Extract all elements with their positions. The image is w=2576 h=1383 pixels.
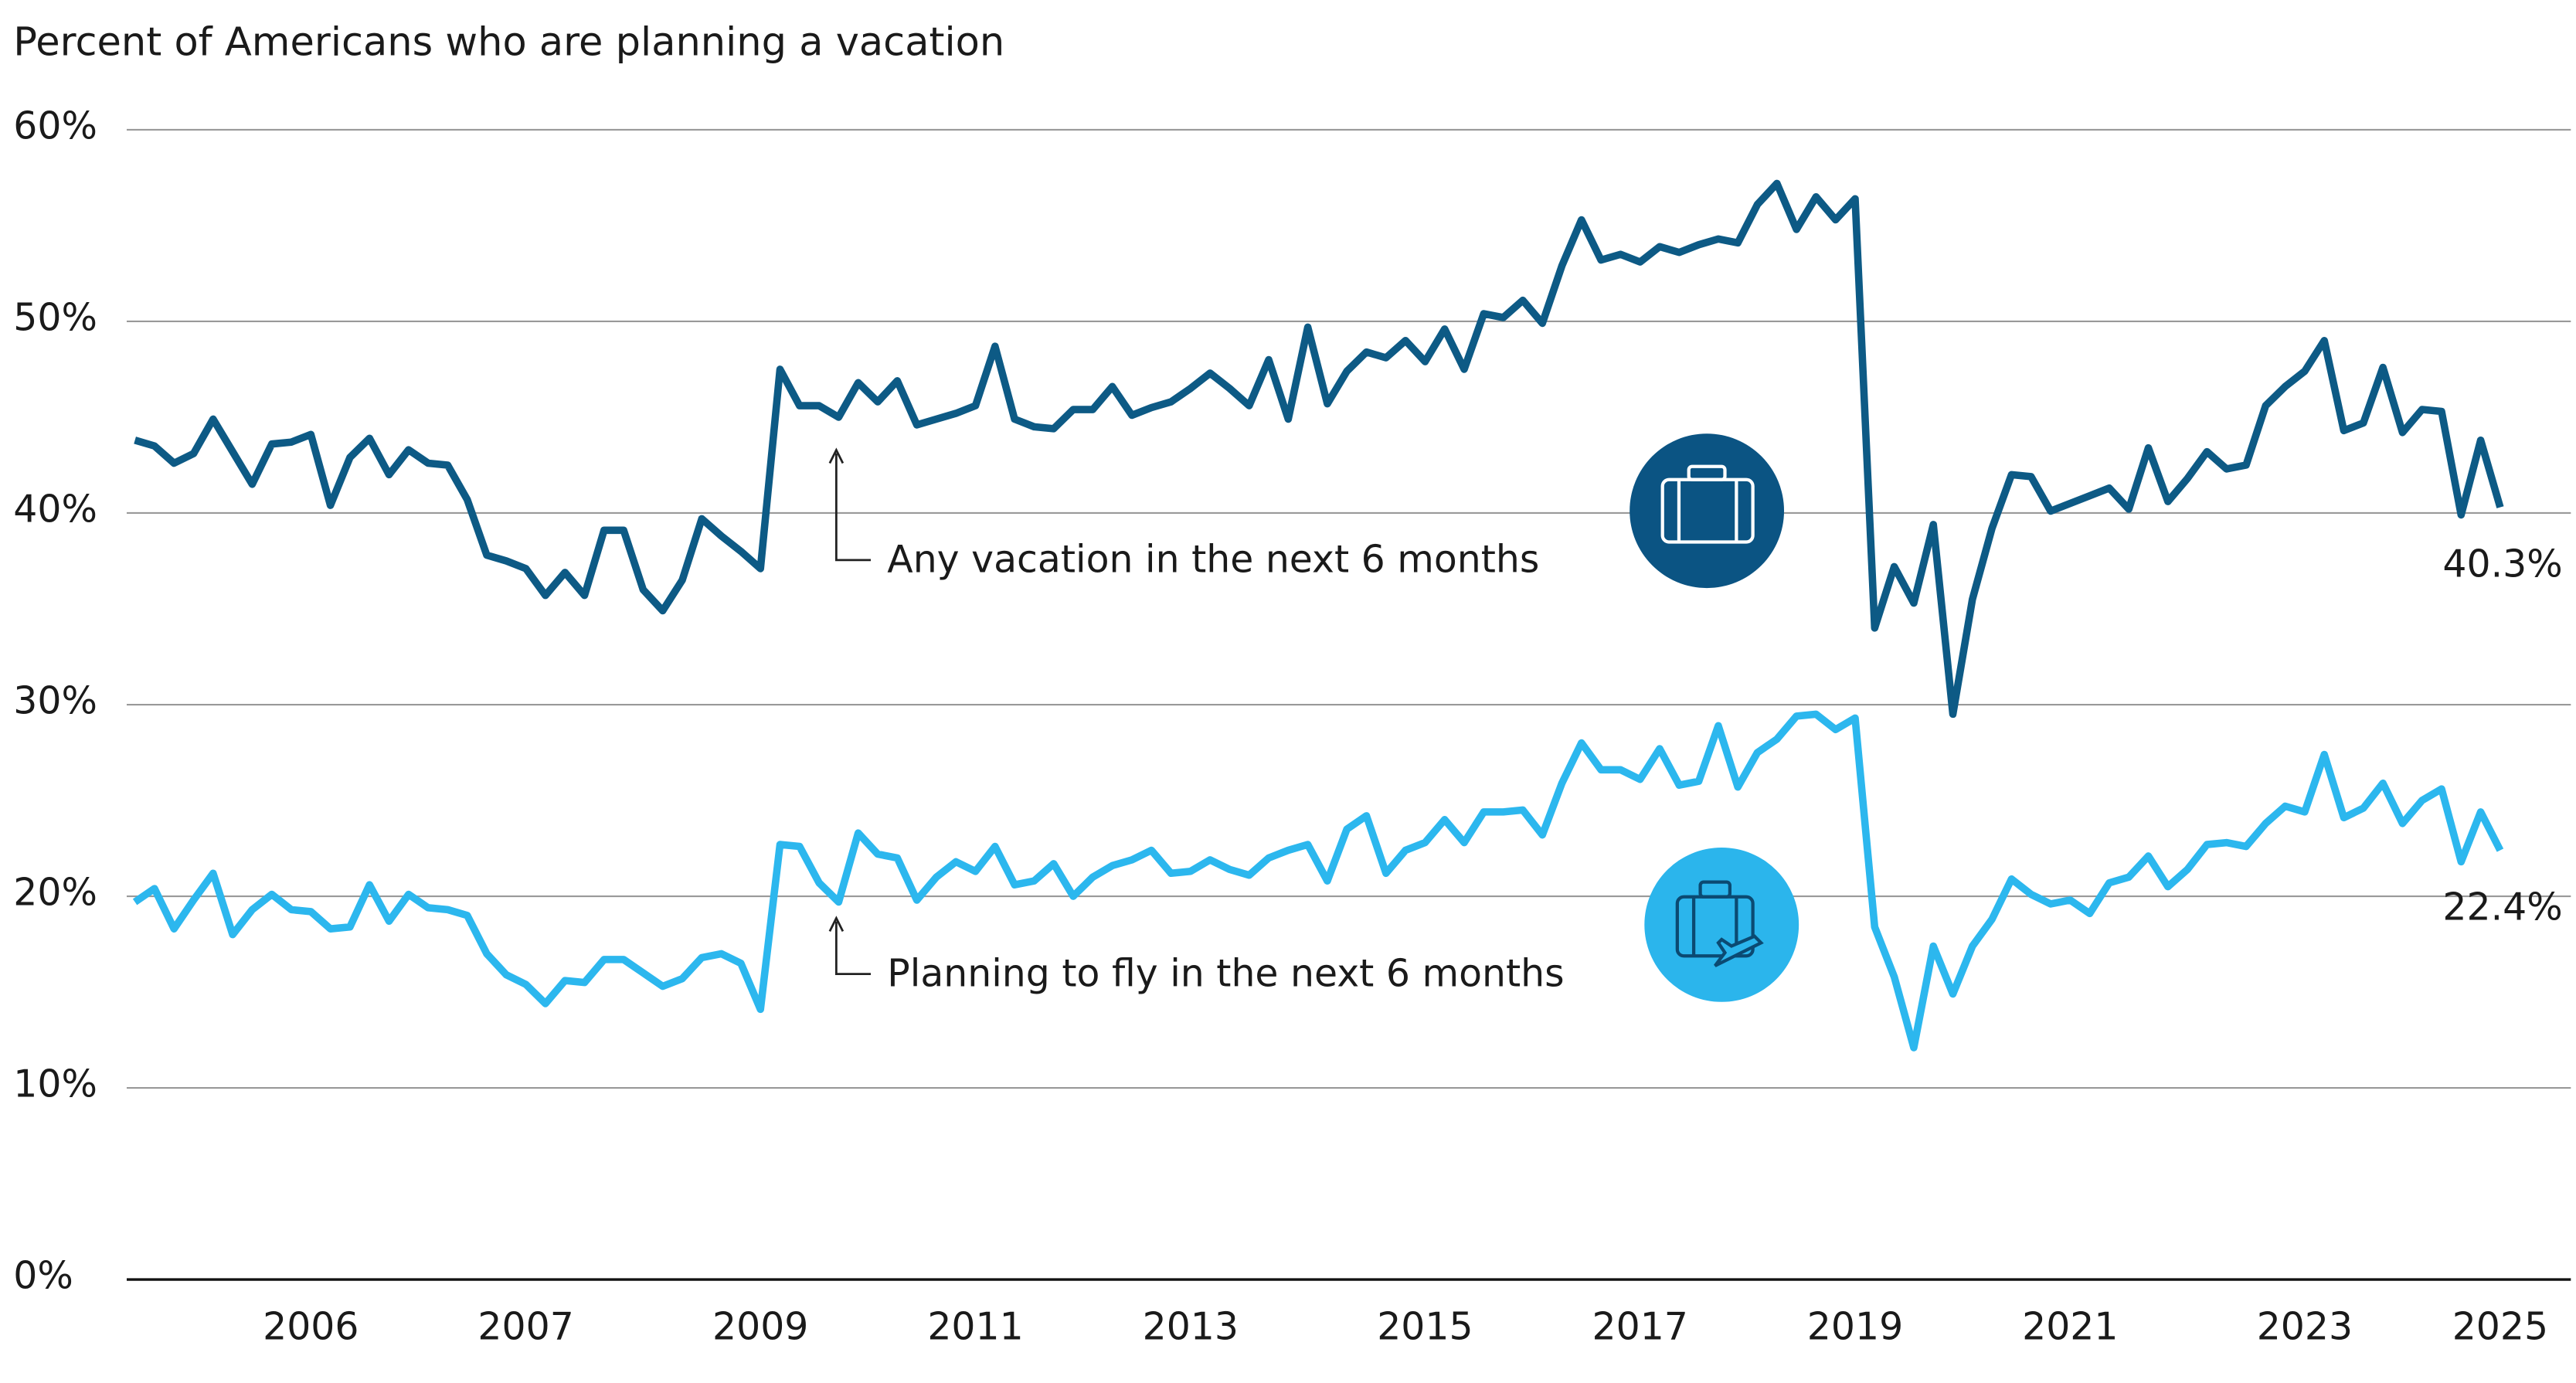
annotation: Any vacation in the next 6 months xyxy=(887,538,1539,582)
x-tick-label: 2015 xyxy=(1377,1304,1473,1348)
y-tick-label: 20% xyxy=(13,870,97,914)
lines xyxy=(132,179,2504,1052)
x-tick-label: 2017 xyxy=(1592,1304,1688,1348)
x-tick-label: 2007 xyxy=(477,1304,573,1348)
x-tick-label: 2011 xyxy=(927,1304,1023,1348)
annotation: Planning to fly in the next 6 months xyxy=(887,951,1564,995)
y-tick-label: 30% xyxy=(13,678,97,722)
value-label: 22.4% xyxy=(2442,885,2562,929)
grid xyxy=(126,128,2571,1281)
y-tick-label: 50% xyxy=(13,295,97,339)
suitcase-icon xyxy=(1630,433,1785,589)
x-tick-label: 2021 xyxy=(2022,1304,2118,1348)
x-tick-label: 2013 xyxy=(1143,1304,1239,1348)
chart-title: Percent of Americans who are planning a … xyxy=(13,19,1004,65)
annotation-pointer xyxy=(828,916,872,976)
y-tick-label: 0% xyxy=(13,1253,73,1297)
value-label: 40.3% xyxy=(2442,542,2562,586)
x-tick-label: 2025 xyxy=(2452,1304,2548,1348)
y-tick-label: 10% xyxy=(13,1062,97,1106)
y-tick-label: 60% xyxy=(13,104,97,148)
x-tick-label: 2019 xyxy=(1807,1304,1903,1348)
series-line xyxy=(132,710,2504,1052)
y-tick-label: 40% xyxy=(13,487,97,531)
flight-icon xyxy=(1644,847,1799,1002)
annotation-pointer xyxy=(828,447,872,562)
x-tick-label: 2009 xyxy=(712,1304,808,1348)
series-line xyxy=(134,179,2504,719)
x-tick-label: 2006 xyxy=(263,1304,359,1348)
x-tick-label: 2023 xyxy=(2257,1304,2353,1348)
